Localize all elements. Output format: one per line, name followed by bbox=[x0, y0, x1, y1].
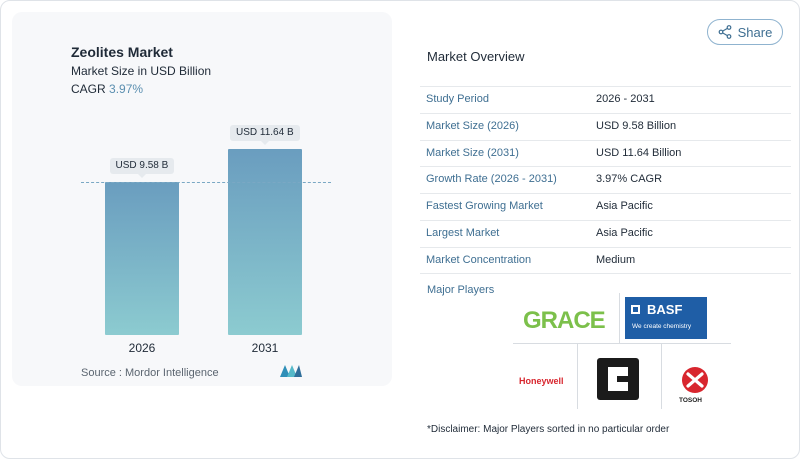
overview-table: Study Period 2026 - 2031 Market Size (2026… bbox=[420, 86, 791, 274]
x-tick-label: 2031 bbox=[251, 341, 279, 355]
logo-divider bbox=[513, 343, 731, 344]
share-label: Share bbox=[737, 24, 773, 40]
bar-data-label: USD 9.58 B bbox=[109, 158, 175, 178]
chart-card bbox=[12, 12, 392, 386]
major-players-title: Major Players bbox=[427, 284, 495, 296]
bar-2031 bbox=[228, 149, 302, 335]
overview-row: Study Period 2026 - 2031 bbox=[420, 86, 791, 113]
overview-value: USD 11.64 Billion bbox=[596, 146, 682, 159]
overview-key: Largest Market bbox=[426, 226, 500, 239]
overview-value: Asia Pacific bbox=[596, 200, 653, 213]
bar-2026 bbox=[105, 182, 179, 335]
overview-value: 2026 - 2031 bbox=[596, 93, 655, 105]
basf-name: BASF bbox=[647, 302, 683, 317]
overview-title: Market Overview bbox=[427, 49, 525, 64]
chart-subtitle: Market Size in USD Billion bbox=[71, 64, 212, 78]
tosoh-mark-icon bbox=[682, 367, 708, 393]
overview-row: Largest Market Asia Pacific bbox=[420, 219, 791, 247]
overview-value: USD 9.58 Billion bbox=[596, 119, 677, 132]
share-icon bbox=[718, 25, 732, 39]
overview-row: Fastest Growing Market Asia Pacific bbox=[420, 193, 791, 220]
overview-key: Growth Rate (2026 - 2031) bbox=[426, 173, 557, 186]
overview-value: Medium bbox=[596, 253, 636, 266]
tosoh-logo: TOSOH bbox=[678, 365, 712, 407]
tosoh-name: TOSOH bbox=[679, 397, 702, 404]
logo-divider bbox=[577, 343, 578, 409]
mordor-logo-icon bbox=[280, 365, 302, 377]
overview-key: Market Size (2026) bbox=[426, 119, 519, 132]
bar-data-label: USD 11.64 B bbox=[230, 125, 300, 146]
overview-row: Growth Rate (2026 - 2031) 3.97% CAGR bbox=[420, 166, 791, 193]
overview-key: Market Concentration bbox=[426, 253, 532, 266]
overview-key: Fastest Growing Market bbox=[426, 200, 543, 213]
share-button[interactable]: Share bbox=[707, 19, 783, 45]
basf-square-icon bbox=[631, 305, 640, 314]
overview-key: Market Size (2031) bbox=[426, 146, 519, 159]
logo-divider bbox=[661, 343, 662, 409]
overview-key: Study Period bbox=[426, 93, 489, 105]
overview-value: 3.97% CAGR bbox=[596, 173, 663, 186]
chart-cagr: CAGR 3.97% bbox=[71, 82, 143, 96]
overview-row: Market Concentration Medium bbox=[420, 246, 791, 274]
x-tick-label: 2026 bbox=[128, 341, 156, 355]
honeywell-logo: Honeywell bbox=[519, 376, 564, 386]
chart-title: Zeolites Market bbox=[71, 44, 173, 60]
cagr-label: CAGR bbox=[71, 82, 106, 96]
grace-logo: GRACE bbox=[523, 307, 606, 334]
overview-row: Market Size (2031) USD 11.64 Billion bbox=[420, 139, 791, 167]
basf-tagline: We create chemistry bbox=[632, 323, 692, 330]
chart-source: Source : Mordor Intelligence bbox=[81, 367, 219, 379]
cagr-value: 3.97% bbox=[109, 82, 144, 96]
overview-value: Asia Pacific bbox=[596, 226, 653, 239]
reference-dashed-line bbox=[81, 182, 331, 183]
overview-row: Market Size (2026) USD 9.58 Billion bbox=[420, 112, 791, 140]
basf-logo: BASF We create chemistry bbox=[625, 297, 707, 339]
cabot-logo-icon bbox=[597, 358, 639, 400]
disclaimer: *Disclaimer: Major Players sorted in no … bbox=[427, 424, 670, 435]
logo-divider bbox=[619, 293, 620, 343]
